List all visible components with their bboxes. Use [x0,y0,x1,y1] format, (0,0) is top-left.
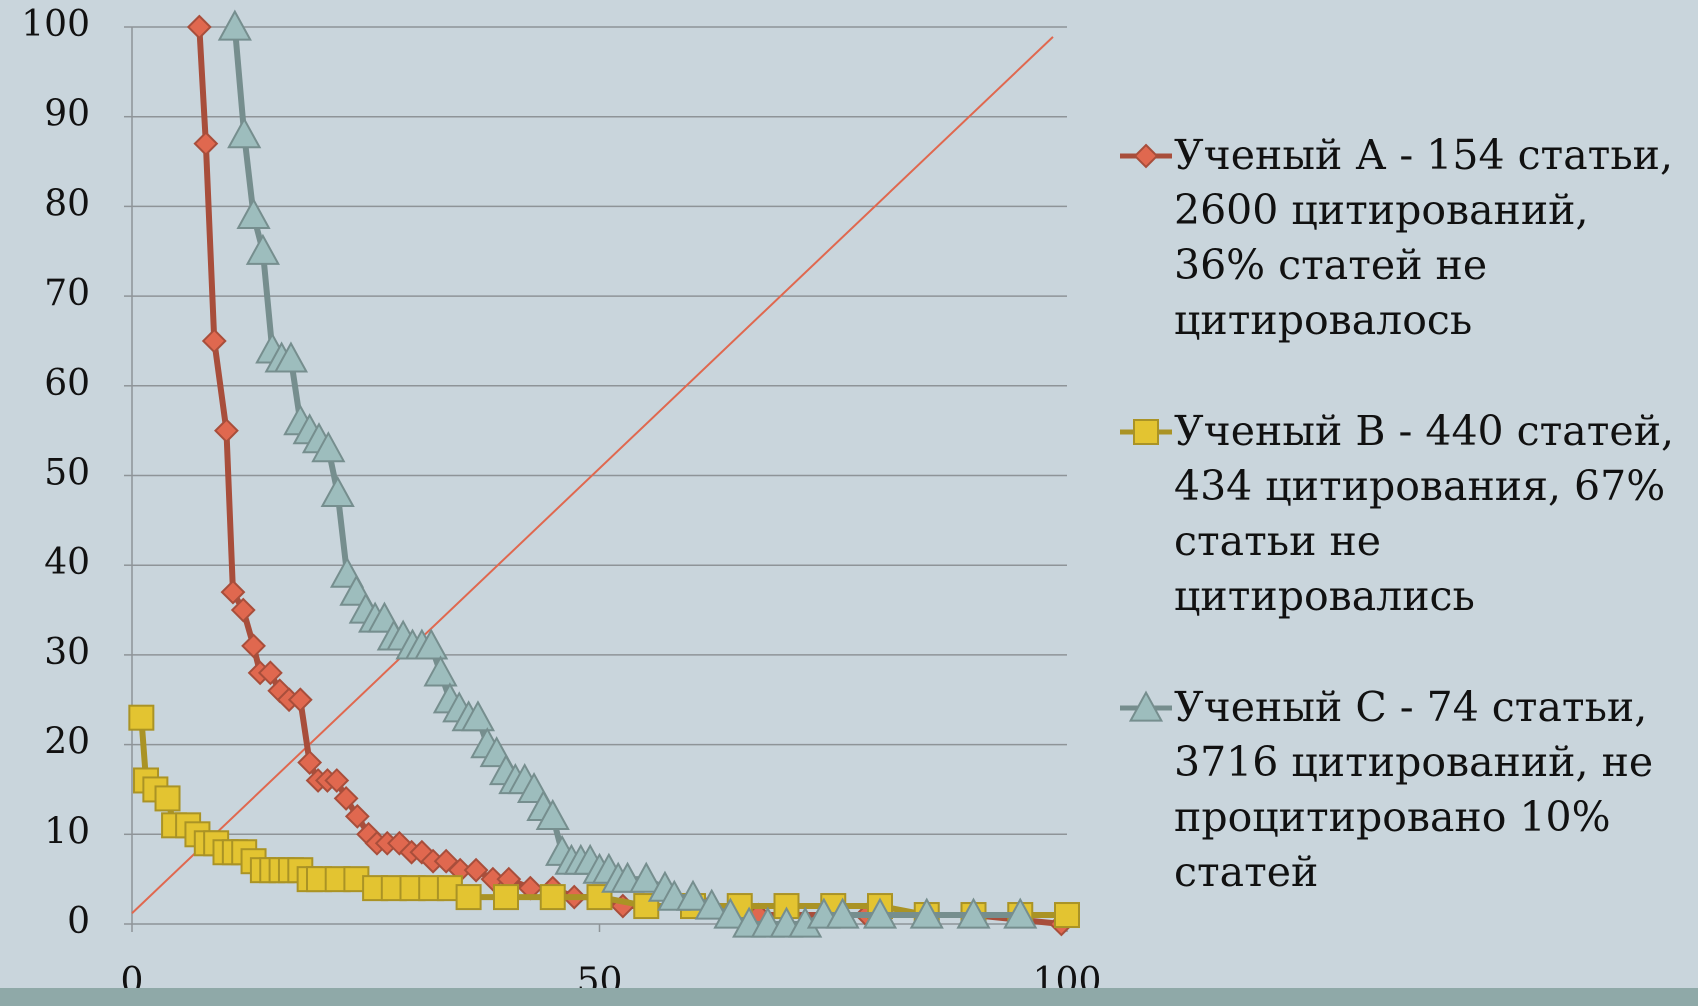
marker [1128,690,1164,722]
y-tick-label: 20 [44,722,90,763]
legend: Ученый А - 154 статьи, 2600 цитирований,… [1118,128,1674,900]
marker [297,750,323,775]
bottom-band [0,988,1698,1006]
y-tick-label: 0 [67,901,90,942]
y-tick-label: 70 [44,273,90,314]
marker [1003,897,1038,929]
legend-icon [1120,419,1172,445]
y-tick-label: 10 [44,811,90,852]
marker [287,687,313,713]
x-tick-label: 50 [577,961,623,988]
x-tick-label: 100 [1033,961,1102,988]
marker [257,660,283,686]
marker [414,628,449,660]
reference-line [131,36,1054,914]
marker [193,131,219,157]
marker [423,655,458,687]
y-tick-label: 50 [44,453,90,494]
marker [273,341,309,373]
legend-icon [1120,143,1172,169]
marker [227,117,262,149]
legend-icon [1120,690,1172,722]
x-tick-label: 0 [121,961,144,988]
marker [220,579,246,605]
marker [694,888,729,920]
legend-label: Ученый А - 154 статьи, 2600 цитирований,… [1174,131,1674,344]
marker [825,897,860,929]
marker [956,897,991,929]
marker [245,233,280,265]
marker [333,786,359,811]
marker [713,897,748,929]
marker [344,803,370,829]
y-tick-label: 80 [44,183,90,224]
marker [324,768,350,793]
legend-label: Ученый С - 74 статьи, 3716 цитирований, … [1174,683,1654,896]
marker [460,700,496,732]
marker [311,431,346,463]
marker [217,9,252,41]
marker [493,884,519,911]
y-tick-label: 90 [44,94,90,135]
marker [230,597,256,623]
legend-label: Ученый В - 440 статей, 434 цитирования, … [1174,407,1675,620]
y-tick-label: 60 [44,363,90,404]
marker [463,857,489,883]
legend-entry: Ученый В - 440 статей, 434 цитирования, … [1118,404,1674,624]
marker [1054,902,1080,929]
marker [629,861,664,893]
y-tick-label: 100 [21,4,90,45]
marker [201,328,227,354]
marker [455,884,482,911]
marker [675,879,711,911]
marker [535,798,570,830]
marker [154,785,181,812]
marker [128,704,155,731]
marker [539,884,566,911]
marker [186,14,212,40]
marker [214,418,239,444]
legend-entry: Ученый С - 74 статьи, 3716 цитирований, … [1118,680,1674,900]
marker [1133,143,1159,169]
y-tick-label: 30 [44,632,90,673]
marker [241,633,266,659]
marker [236,197,271,229]
marker [909,897,944,929]
marker [862,897,898,929]
legend-entry: Ученый А - 154 статьи, 2600 цитирований,… [1118,128,1674,348]
marker [1133,419,1159,445]
marker [320,475,355,508]
y-tick-label: 40 [44,542,90,583]
